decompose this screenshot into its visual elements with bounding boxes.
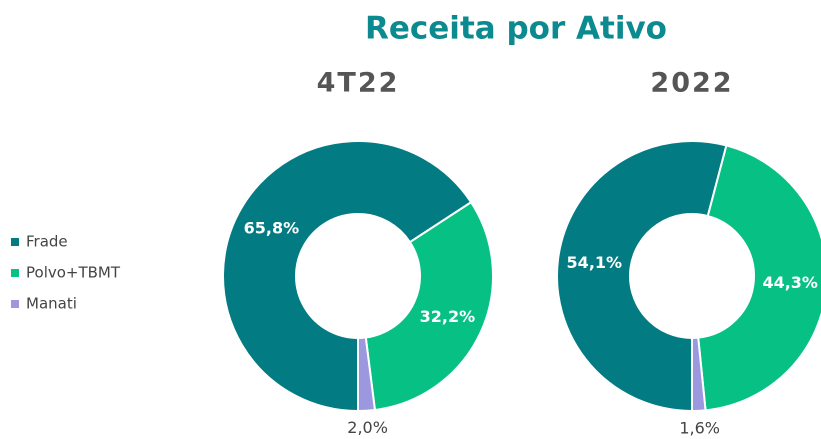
legend-swatch (11, 238, 19, 246)
legend-label: Polvo+TBMT (26, 264, 121, 282)
legend-label: Manati (26, 295, 77, 313)
data-label: 32,2% (420, 307, 476, 326)
pie-title: 2022 (650, 68, 733, 99)
data-label: 65,8% (244, 219, 300, 238)
pie-slice (222, 140, 473, 413)
pie-slice (691, 336, 707, 413)
legend-label: Frade (26, 233, 68, 251)
legend-swatch (11, 300, 19, 308)
pie-slice (364, 200, 494, 412)
pie-slice (697, 144, 821, 412)
data-label: 54,1% (567, 253, 623, 272)
data-label: 44,3% (762, 273, 818, 292)
chart-title: Receita por Ativo (365, 11, 667, 47)
pie-slice (357, 336, 377, 413)
legend-swatch (11, 269, 19, 277)
data-label: 1,6% (679, 418, 720, 437)
pie-slice (556, 140, 728, 413)
data-label: 2,0% (347, 418, 388, 437)
pie-title: 4T22 (317, 68, 400, 99)
